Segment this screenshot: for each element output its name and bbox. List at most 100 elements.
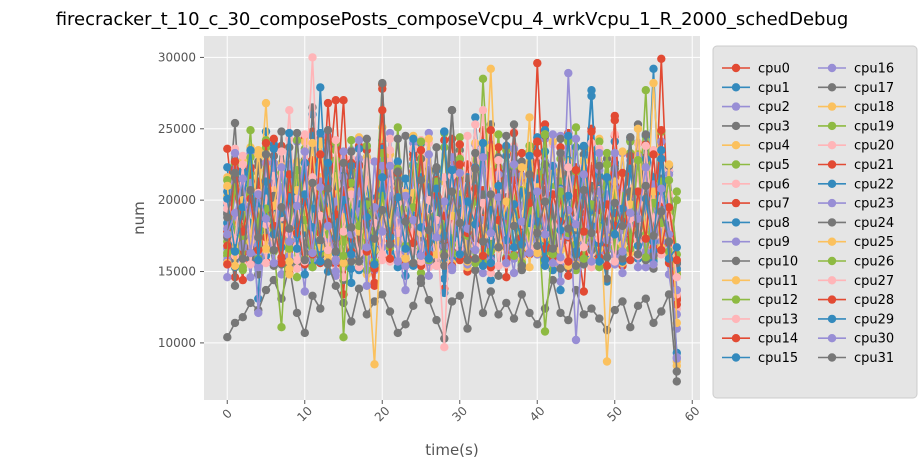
data-point xyxy=(401,285,410,295)
data-point xyxy=(385,134,395,143)
data-point xyxy=(455,140,464,149)
legend-item-cpu28: cpu28 xyxy=(818,293,894,308)
data-point xyxy=(657,54,666,63)
data-point xyxy=(277,258,286,268)
data-point xyxy=(246,186,255,195)
data-point xyxy=(308,138,317,148)
data-point xyxy=(618,247,627,256)
legend-marker xyxy=(731,353,741,362)
data-point xyxy=(323,158,333,168)
legend-marker xyxy=(827,121,837,131)
legend-label: cpu14 xyxy=(758,332,798,347)
data-point xyxy=(587,304,596,313)
data-point xyxy=(339,251,348,260)
legend-marker xyxy=(731,198,741,208)
legend-label: cpu28 xyxy=(854,293,894,308)
legend-item-cpu21: cpu21 xyxy=(818,158,894,173)
data-point xyxy=(626,323,635,332)
data-point xyxy=(664,254,674,263)
data-point xyxy=(238,160,247,169)
data-point xyxy=(254,146,263,155)
data-point xyxy=(595,148,604,158)
data-point xyxy=(223,144,232,153)
data-point xyxy=(587,228,596,238)
data-point xyxy=(486,64,495,74)
data-point xyxy=(393,134,402,143)
data-point xyxy=(223,260,232,269)
data-point xyxy=(556,285,565,295)
data-point xyxy=(316,183,325,192)
data-point xyxy=(347,278,356,288)
data-point xyxy=(238,174,247,183)
data-point xyxy=(401,217,410,226)
data-point xyxy=(261,150,271,159)
series-layer xyxy=(223,53,681,386)
data-point xyxy=(471,254,480,263)
data-point xyxy=(657,154,666,163)
data-point xyxy=(478,198,488,208)
data-point xyxy=(308,178,317,188)
data-point xyxy=(246,146,255,155)
data-point xyxy=(564,163,573,172)
data-point xyxy=(339,96,348,105)
data-point xyxy=(285,244,294,253)
data-point xyxy=(564,191,573,201)
legend-item-cpu9: cpu9 xyxy=(722,235,790,250)
data-point xyxy=(230,157,240,166)
data-point xyxy=(664,290,674,299)
data-point xyxy=(331,267,340,276)
data-point xyxy=(494,271,503,280)
data-point xyxy=(316,150,325,159)
data-point xyxy=(657,146,666,155)
data-point xyxy=(571,134,581,143)
data-point xyxy=(463,255,472,265)
legend-label: cpu27 xyxy=(854,274,894,289)
legend-label: cpu25 xyxy=(854,235,894,250)
data-point xyxy=(331,255,340,265)
data-point xyxy=(254,308,263,318)
data-point xyxy=(316,83,325,92)
data-point xyxy=(347,147,356,156)
legend-label: cpu17 xyxy=(854,81,894,96)
data-point xyxy=(378,106,387,115)
data-point xyxy=(308,156,317,165)
data-point xyxy=(533,137,542,146)
data-point xyxy=(393,257,402,266)
data-point xyxy=(370,360,379,369)
data-point xyxy=(308,53,317,62)
data-point xyxy=(401,261,410,270)
data-point xyxy=(401,320,410,329)
y-axis-label: num xyxy=(130,201,148,235)
data-point xyxy=(409,215,418,225)
data-point xyxy=(657,207,666,216)
legend-item-cpu16: cpu16 xyxy=(818,62,894,77)
data-point xyxy=(347,264,356,273)
data-point xyxy=(595,257,604,266)
legend-label: cpu6 xyxy=(758,177,790,192)
legend-marker xyxy=(827,295,837,304)
data-point xyxy=(370,234,379,243)
data-point xyxy=(285,128,294,138)
data-point xyxy=(672,273,681,282)
data-point xyxy=(230,318,240,328)
data-point xyxy=(223,213,232,222)
data-point xyxy=(223,333,232,342)
legend-marker xyxy=(827,218,837,227)
data-point xyxy=(362,157,371,166)
y-tick-label: 10000 xyxy=(158,336,196,350)
data-point xyxy=(300,270,309,279)
data-point xyxy=(533,228,542,238)
data-point xyxy=(486,228,495,238)
data-point xyxy=(401,191,410,201)
data-point xyxy=(455,291,464,300)
data-point xyxy=(362,310,371,319)
data-point xyxy=(533,148,542,158)
data-point xyxy=(362,134,371,143)
data-point xyxy=(641,234,650,243)
data-point xyxy=(432,163,441,172)
data-point xyxy=(657,184,666,193)
data-point xyxy=(447,297,457,306)
data-point xyxy=(409,258,418,268)
data-point xyxy=(370,157,379,166)
data-point xyxy=(548,275,557,285)
